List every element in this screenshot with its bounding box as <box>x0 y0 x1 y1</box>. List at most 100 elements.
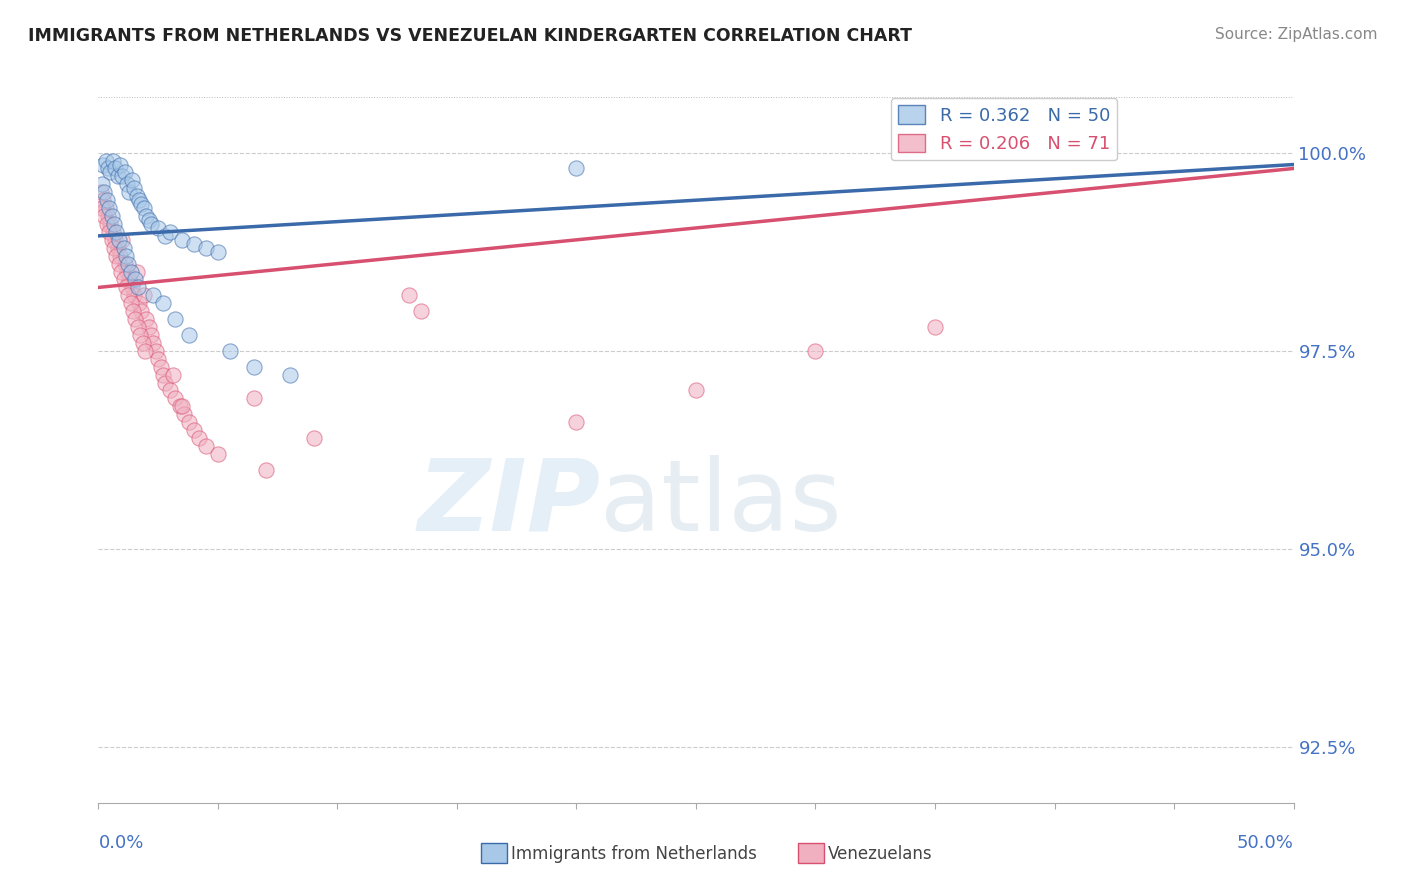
Point <box>96 193 118 207</box>
Point <box>152 368 174 382</box>
Point <box>243 359 266 374</box>
Point <box>121 280 143 294</box>
Text: atlas: atlas <box>600 455 842 551</box>
Point <box>124 181 146 195</box>
Point <box>194 439 218 453</box>
Point <box>98 217 122 231</box>
Point <box>173 407 195 421</box>
Point <box>93 209 115 223</box>
Point <box>924 320 946 334</box>
Point <box>243 392 266 406</box>
Point <box>254 463 277 477</box>
Point <box>110 264 132 278</box>
Point <box>172 400 194 414</box>
Point <box>100 209 122 223</box>
Point <box>103 241 125 255</box>
Point <box>107 233 129 247</box>
Text: IMMIGRANTS FROM NETHERLANDS VS VENEZUELAN KINDERGARTEN CORRELATION CHART: IMMIGRANTS FROM NETHERLANDS VS VENEZUELA… <box>28 27 912 45</box>
Point <box>115 178 138 192</box>
Point <box>108 157 131 171</box>
Point <box>172 233 194 247</box>
Point <box>139 328 162 343</box>
Point <box>131 304 153 318</box>
Point <box>96 217 118 231</box>
Point <box>107 241 129 255</box>
Point <box>187 431 209 445</box>
Point <box>105 249 128 263</box>
Point <box>149 359 172 374</box>
Point <box>124 288 146 302</box>
Point <box>155 376 177 390</box>
Point <box>104 161 127 176</box>
Point <box>138 213 160 227</box>
Point <box>302 431 325 445</box>
Point <box>132 288 155 302</box>
Point <box>219 343 242 358</box>
Point <box>121 173 143 187</box>
Point <box>163 312 186 326</box>
Point <box>139 217 162 231</box>
FancyBboxPatch shape <box>481 844 508 863</box>
Point <box>129 328 152 343</box>
Point <box>104 233 127 247</box>
Point <box>159 384 181 398</box>
Point <box>128 193 150 207</box>
Point <box>111 169 134 184</box>
Point <box>115 264 138 278</box>
Point <box>207 244 229 259</box>
Point <box>115 249 138 263</box>
Point <box>134 343 156 358</box>
Point <box>101 225 124 239</box>
Point <box>93 186 115 200</box>
Point <box>127 320 149 334</box>
Point <box>131 335 153 350</box>
Point <box>148 221 170 235</box>
Point <box>135 209 157 223</box>
Point <box>120 264 142 278</box>
Point <box>148 351 170 366</box>
Point <box>108 249 131 263</box>
Point <box>98 201 121 215</box>
Point <box>118 272 141 286</box>
Point <box>135 312 157 326</box>
Point <box>97 209 120 223</box>
Point <box>159 225 181 239</box>
Point <box>118 186 141 200</box>
Point <box>142 288 165 302</box>
Point <box>103 217 125 231</box>
Point <box>120 296 142 310</box>
Point <box>107 169 129 184</box>
Point <box>117 288 139 302</box>
Point <box>411 304 433 318</box>
Point <box>155 228 177 243</box>
Point <box>91 193 114 207</box>
Point <box>128 296 150 310</box>
Point <box>91 178 114 192</box>
Point <box>142 335 165 350</box>
Point <box>179 328 201 343</box>
Point <box>138 320 160 334</box>
Text: Immigrants from Netherlands: Immigrants from Netherlands <box>510 846 756 863</box>
Point <box>152 296 174 310</box>
Text: 50.0%: 50.0% <box>1237 834 1294 852</box>
Text: ZIP: ZIP <box>418 455 600 551</box>
Point <box>124 272 146 286</box>
Point <box>111 233 134 247</box>
Point <box>100 233 122 247</box>
Point <box>105 225 128 239</box>
Point <box>685 384 707 398</box>
Point <box>804 343 827 358</box>
Legend: R = 0.362   N = 50, R = 0.206   N = 71: R = 0.362 N = 50, R = 0.206 N = 71 <box>891 98 1118 161</box>
Point <box>163 392 186 406</box>
Point <box>132 201 155 215</box>
Text: Source: ZipAtlas.com: Source: ZipAtlas.com <box>1215 27 1378 42</box>
Point <box>131 197 153 211</box>
Point <box>97 161 120 176</box>
Point <box>169 400 191 414</box>
Point <box>565 415 588 429</box>
Point <box>98 225 121 239</box>
Point <box>125 264 148 278</box>
Point <box>112 241 135 255</box>
Point <box>398 288 420 302</box>
Point <box>145 343 167 358</box>
